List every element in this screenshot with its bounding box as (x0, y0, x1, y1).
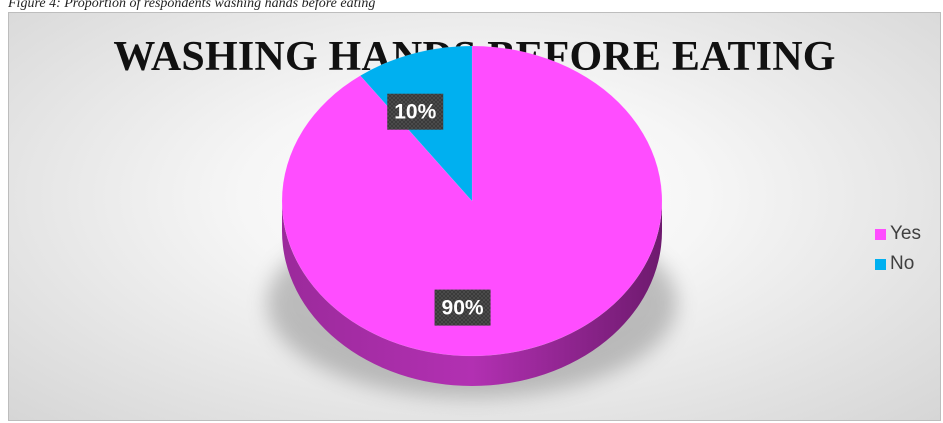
legend-item-yes: Yes (875, 219, 921, 249)
legend-swatch-no (875, 258, 886, 270)
data-label-text-no: 10% (394, 101, 436, 124)
legend-item-no: No (875, 249, 921, 279)
legend-label-no: No (890, 253, 915, 274)
legend-swatch-yes (875, 228, 886, 240)
pie-side-yes (282, 201, 662, 386)
data-label-yes: 90% (434, 289, 491, 326)
data-label-text-yes: 90% (442, 297, 484, 320)
pie-slice-yes (281, 45, 663, 357)
legend-label-yes: Yes (890, 223, 921, 244)
data-label-box-yes (434, 289, 491, 326)
chart-legend: Yes No (875, 219, 921, 279)
chart-area: WASHING HANDS BEFORE EATING 90 (8, 12, 941, 421)
figure-caption: Figure 4: Proportion of respondents wash… (8, 0, 376, 10)
data-label-no: 10% (387, 93, 444, 130)
data-label-box-no (387, 93, 444, 130)
pie-chart: 90% 10% (267, 45, 677, 398)
